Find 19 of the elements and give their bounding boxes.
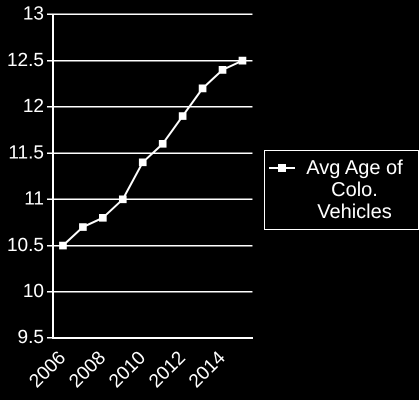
y-tick-label: 10.5 [6, 234, 44, 256]
point [198, 84, 206, 92]
legend-label: Avg Age of Colo. Vehicles [305, 157, 404, 223]
y-tick-label: 11 [24, 188, 44, 210]
point [158, 140, 167, 148]
point [178, 112, 186, 120]
point [99, 214, 107, 222]
y-tick-label: 12.5 [6, 50, 44, 71]
point [238, 56, 246, 64]
point [59, 242, 67, 250]
point [118, 195, 127, 204]
point [79, 223, 87, 231]
y-tick-label: 12 [22, 96, 44, 118]
point [218, 66, 226, 74]
point [138, 158, 147, 166]
y-tick-label: 13 [22, 4, 44, 25]
y-tick-label: 10 [22, 280, 44, 302]
y-tick-label: 11.5 [8, 142, 44, 164]
y-tick-label: 9.5 [18, 327, 44, 348]
